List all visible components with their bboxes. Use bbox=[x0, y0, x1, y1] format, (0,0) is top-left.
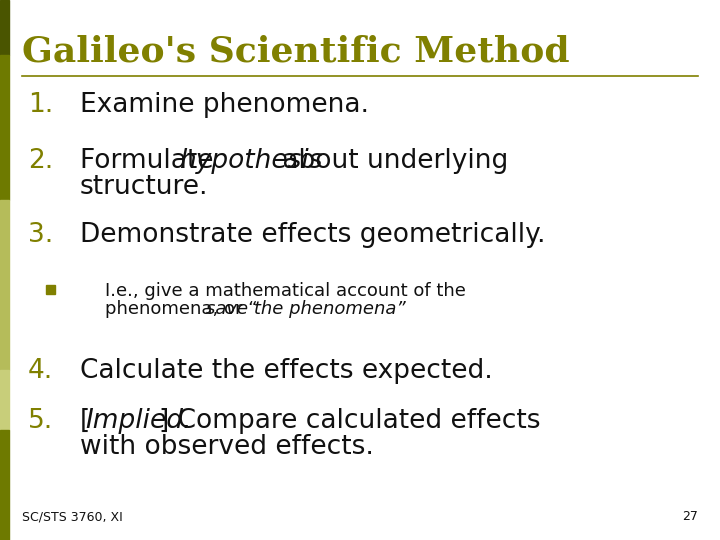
Text: Calculate the effects expected.: Calculate the effects expected. bbox=[80, 358, 492, 384]
Bar bbox=[0, 0, 9, 55]
Text: 2.: 2. bbox=[28, 148, 53, 174]
Bar bbox=[0, 55, 9, 200]
Bar bbox=[0, 430, 9, 540]
Text: save the phenomena”: save the phenomena” bbox=[207, 300, 406, 318]
Text: Formulate: Formulate bbox=[80, 148, 222, 174]
Bar bbox=[0, 200, 9, 370]
Text: Implied.: Implied. bbox=[85, 408, 192, 434]
Text: with observed effects.: with observed effects. bbox=[80, 434, 374, 460]
Text: structure.: structure. bbox=[80, 174, 209, 200]
Text: 1.: 1. bbox=[28, 92, 53, 118]
Text: ] Compare calculated effects: ] Compare calculated effects bbox=[159, 408, 541, 434]
Bar bbox=[0, 370, 9, 430]
Text: 27: 27 bbox=[682, 510, 698, 523]
Text: 4.: 4. bbox=[28, 358, 53, 384]
Text: [: [ bbox=[80, 408, 90, 434]
Text: Examine phenomena.: Examine phenomena. bbox=[80, 92, 369, 118]
Text: 3.: 3. bbox=[28, 222, 53, 248]
Text: I.e., give a mathematical account of the: I.e., give a mathematical account of the bbox=[105, 282, 466, 300]
Text: SC/STS 3760, XI: SC/STS 3760, XI bbox=[22, 510, 122, 523]
Text: Galileo's Scientific Method: Galileo's Scientific Method bbox=[22, 34, 570, 68]
Bar bbox=[46, 285, 55, 294]
Text: about underlying: about underlying bbox=[274, 148, 508, 174]
Text: hypothesis: hypothesis bbox=[179, 148, 323, 174]
Text: phenomena, or “: phenomena, or “ bbox=[105, 300, 258, 318]
Text: Demonstrate effects geometrically.: Demonstrate effects geometrically. bbox=[80, 222, 546, 248]
Text: 5.: 5. bbox=[28, 408, 53, 434]
